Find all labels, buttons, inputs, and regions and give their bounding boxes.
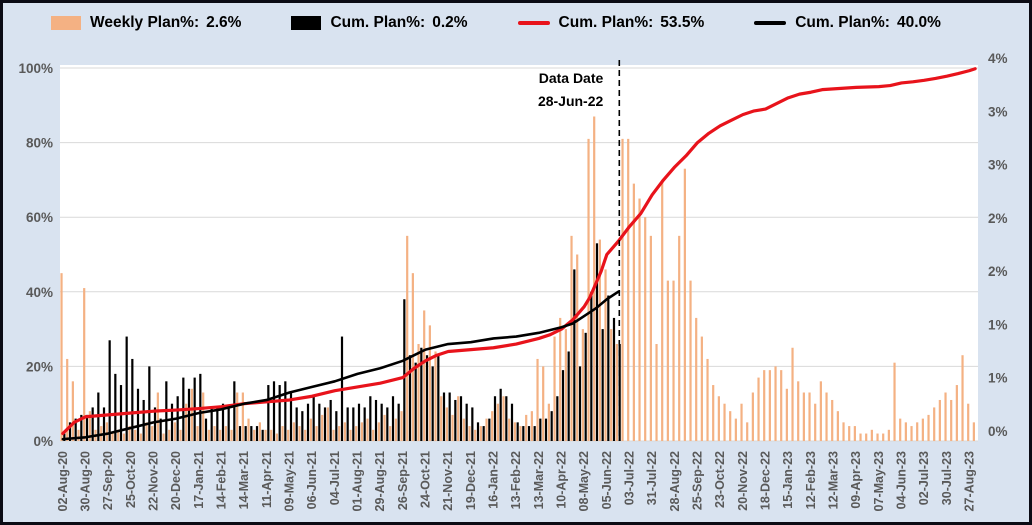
svg-text:2%: 2% bbox=[988, 211, 1008, 226]
svg-text:05-Jun-22: 05-Jun-22 bbox=[600, 451, 614, 509]
cum-plan-red-line-swatch bbox=[517, 21, 550, 25]
y-axis-left-labels: 0% 20% 40% 60% 80% 100% bbox=[18, 61, 53, 449]
svg-text:40%: 40% bbox=[26, 285, 53, 300]
svg-text:25-Sep-22: 25-Sep-22 bbox=[691, 451, 705, 510]
svg-text:3%: 3% bbox=[988, 104, 1008, 119]
svg-text:16-Jan-22: 16-Jan-22 bbox=[487, 451, 501, 509]
svg-text:3%: 3% bbox=[988, 158, 1008, 173]
legend-value: 40.0% bbox=[896, 14, 941, 31]
legend-value: 53.5% bbox=[660, 14, 705, 31]
svg-text:01-Aug-21: 01-Aug-21 bbox=[351, 451, 365, 511]
cum-plan-black-bar-swatch bbox=[291, 16, 322, 30]
svg-text:4%: 4% bbox=[988, 51, 1008, 66]
legend-label: Cum. Plan%: bbox=[795, 14, 890, 31]
svg-text:12-Mar-23: 12-Mar-23 bbox=[827, 451, 841, 509]
svg-text:12-Feb-23: 12-Feb-23 bbox=[804, 451, 818, 509]
svg-text:1%: 1% bbox=[988, 371, 1008, 386]
plot-area bbox=[60, 65, 978, 441]
cum-plan-black-line-swatch bbox=[754, 21, 787, 25]
data-date-annotation: Data Date 28-Jun-22 bbox=[538, 70, 604, 109]
legend-item-weekly-plan: Weekly Plan%: 2.6% bbox=[51, 14, 241, 32]
svg-text:28-Jun-22: 28-Jun-22 bbox=[538, 93, 604, 109]
svg-text:13-Feb-22: 13-Feb-22 bbox=[509, 451, 523, 509]
svg-text:0%: 0% bbox=[988, 424, 1008, 439]
legend-item-cum-plan-black-line: Cum. Plan%: 40.0% bbox=[754, 14, 941, 32]
svg-text:31-Jul-22: 31-Jul-22 bbox=[645, 451, 659, 505]
svg-text:30-Jul-23: 30-Jul-23 bbox=[940, 451, 954, 505]
svg-text:03-Jul-22: 03-Jul-22 bbox=[623, 451, 637, 505]
svg-text:13-Mar-22: 13-Mar-22 bbox=[532, 451, 546, 509]
svg-text:60%: 60% bbox=[26, 210, 53, 225]
legend-item-cum-plan-black-bar: Cum. Plan%: 0.2% bbox=[291, 14, 468, 32]
svg-text:80%: 80% bbox=[26, 136, 53, 151]
svg-text:21-Nov-21: 21-Nov-21 bbox=[441, 451, 455, 511]
svg-text:23-Oct-22: 23-Oct-22 bbox=[713, 451, 727, 508]
svg-text:27-Aug-23: 27-Aug-23 bbox=[963, 451, 977, 511]
legend-label: Cum. Plan%: bbox=[558, 14, 654, 31]
svg-text:18-Dec-22: 18-Dec-22 bbox=[759, 451, 773, 510]
legend-value: 0.2% bbox=[432, 14, 468, 31]
svg-text:25-Oct-20: 25-Oct-20 bbox=[124, 451, 138, 508]
svg-text:20-Nov-22: 20-Nov-22 bbox=[736, 451, 750, 511]
svg-text:24-Oct-21: 24-Oct-21 bbox=[419, 451, 433, 508]
legend-label: Cum. Plan%: bbox=[330, 14, 426, 31]
svg-text:14-Mar-21: 14-Mar-21 bbox=[237, 451, 251, 509]
svg-text:20%: 20% bbox=[26, 359, 53, 374]
svg-text:08-May-22: 08-May-22 bbox=[577, 451, 591, 511]
x-axis-labels: 02-Aug-20 30-Aug-20 27-Sep-20 25-Oct-20 22-N… bbox=[56, 451, 977, 511]
svg-text:30-Aug-20: 30-Aug-20 bbox=[79, 451, 93, 511]
svg-text:Data Date: Data Date bbox=[539, 70, 604, 86]
svg-text:0%: 0% bbox=[33, 434, 53, 449]
svg-text:19-Dec-21: 19-Dec-21 bbox=[464, 451, 478, 510]
svg-text:15-Jan-23: 15-Jan-23 bbox=[781, 451, 795, 509]
svg-text:07-May-23: 07-May-23 bbox=[872, 451, 886, 511]
svg-text:20-Dec-20: 20-Dec-20 bbox=[169, 451, 183, 510]
svg-text:09-Apr-23: 09-Apr-23 bbox=[849, 451, 863, 509]
legend-label: Weekly Plan%: bbox=[90, 14, 200, 31]
svg-text:04-Jul-21: 04-Jul-21 bbox=[328, 451, 342, 505]
svg-text:22-Nov-20: 22-Nov-20 bbox=[147, 451, 161, 511]
chart-legend: Weekly Plan%: 2.6% Cum. Plan%: 0.2% Cum.… bbox=[51, 14, 941, 32]
legend-value: 2.6% bbox=[206, 14, 242, 31]
svg-text:10-Apr-22: 10-Apr-22 bbox=[555, 451, 569, 509]
svg-text:02-Jul-23: 02-Jul-23 bbox=[917, 451, 931, 505]
cum-plan-red-line bbox=[61, 67, 977, 436]
svg-text:29-Aug-21: 29-Aug-21 bbox=[373, 451, 387, 511]
svg-text:100%: 100% bbox=[18, 61, 53, 76]
svg-text:27-Sep-20: 27-Sep-20 bbox=[101, 451, 115, 510]
svg-text:28-Aug-22: 28-Aug-22 bbox=[668, 451, 682, 511]
cum-actual-black-line bbox=[61, 290, 620, 441]
svg-text:17-Jan-21: 17-Jan-21 bbox=[192, 451, 206, 509]
svg-text:1%: 1% bbox=[988, 317, 1008, 332]
y-axis-right-labels: 4% 3% 3% 2% 2% 1% 1% 0% bbox=[988, 51, 1008, 439]
svg-text:11-Apr-21: 11-Apr-21 bbox=[260, 451, 274, 508]
gridlines bbox=[60, 67, 978, 442]
svg-text:14-Feb-21: 14-Feb-21 bbox=[215, 451, 229, 509]
svg-text:04-Jun-23: 04-Jun-23 bbox=[895, 451, 909, 509]
weekly-plan-swatch bbox=[51, 16, 81, 30]
svg-text:02-Aug-20: 02-Aug-20 bbox=[56, 451, 70, 511]
legend-item-cum-plan-red-line: Cum. Plan%: 53.5% bbox=[517, 14, 705, 32]
svg-text:06-Jun-21: 06-Jun-21 bbox=[305, 451, 319, 509]
svg-text:09-May-21: 09-May-21 bbox=[283, 451, 297, 511]
chart-plot: 0%20%40%60%80%100%4%3%3%2%2%1%1%0%02-Aug… bbox=[18, 51, 1008, 511]
svg-text:2%: 2% bbox=[988, 264, 1008, 279]
svg-text:26-Sep-21: 26-Sep-21 bbox=[396, 451, 410, 510]
